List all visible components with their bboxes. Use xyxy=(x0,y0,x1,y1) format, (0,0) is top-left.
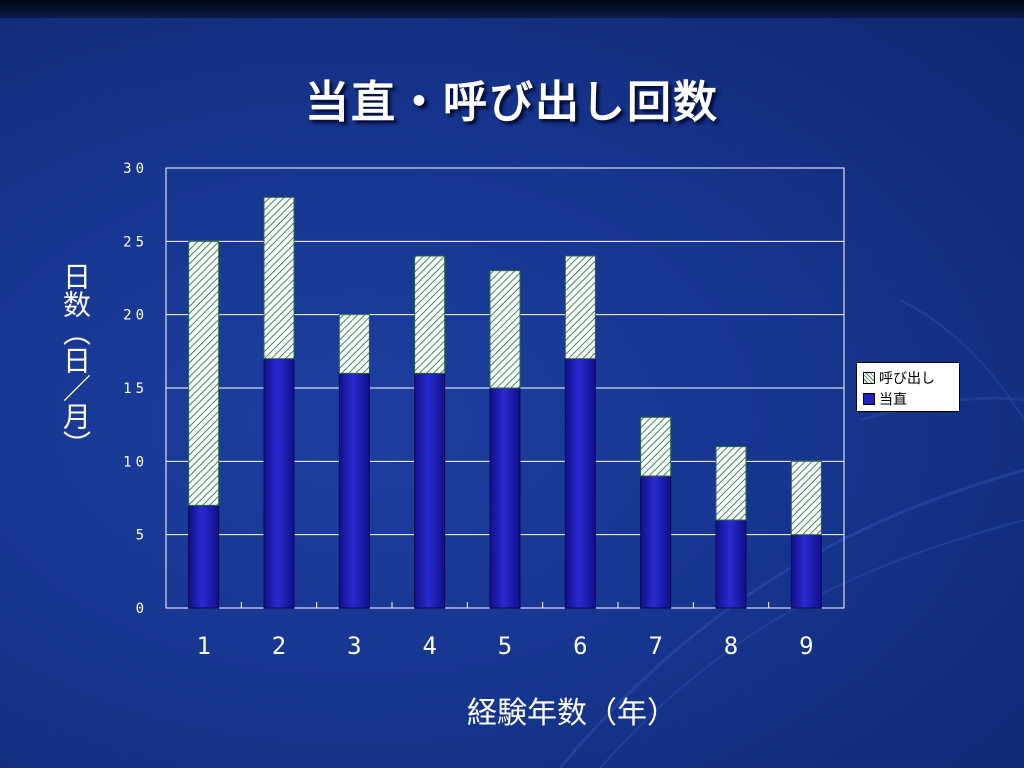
legend-swatch-tochoku xyxy=(863,392,875,405)
bar-yobidashi-7 xyxy=(640,416,672,477)
y-axis-label: 日数（日／月） xyxy=(59,262,92,458)
bar-yobidashi-6 xyxy=(564,255,596,360)
bar-tochoku-9 xyxy=(790,534,822,609)
legend-item-tochoku: 当直 xyxy=(863,388,953,409)
x-tick-label: 4 xyxy=(422,632,436,660)
bar-tochoku-6 xyxy=(564,358,596,609)
legend-swatch-yobidashi xyxy=(863,371,875,384)
legend-label-tochoku: 当直 xyxy=(879,391,907,408)
y-tick-label: 10 xyxy=(123,454,148,470)
bar-yobidashi-9 xyxy=(790,460,822,536)
y-tick-label: 0 xyxy=(136,601,148,617)
bar-tochoku-4 xyxy=(414,372,446,609)
top-band xyxy=(0,0,1024,18)
x-axis-label: 経験年数（年） xyxy=(467,696,677,731)
y-tick-label: 20 xyxy=(123,308,148,324)
bar-yobidashi-1 xyxy=(188,240,220,506)
bar-yobidashi-3 xyxy=(338,314,370,374)
bar-tochoku-2 xyxy=(263,358,295,609)
bar-tochoku-8 xyxy=(715,519,747,609)
x-tick-label: 8 xyxy=(724,632,738,660)
bar-yobidashi-2 xyxy=(263,196,295,360)
legend-label-yobidashi: 呼び出し xyxy=(879,370,935,387)
y-tick-label: 5 xyxy=(136,528,148,544)
bar-yobidashi-4 xyxy=(414,255,446,374)
slide-title: 当直・呼び出し回数 xyxy=(305,77,719,128)
x-tick-label: 7 xyxy=(648,632,662,660)
bar-tochoku-5 xyxy=(489,387,521,609)
y-tick-label: 15 xyxy=(123,381,148,397)
legend-item-yobidashi: 呼び出し xyxy=(863,367,953,388)
y-tick-label: 25 xyxy=(123,234,148,250)
legend: 呼び出し 当直 xyxy=(856,362,960,412)
x-tick-label: 3 xyxy=(347,632,361,660)
x-tick-label: 1 xyxy=(196,632,210,660)
bar-tochoku-1 xyxy=(188,504,220,609)
x-tick-label: 2 xyxy=(272,632,286,660)
x-tick-label: 5 xyxy=(498,632,512,660)
bar-tochoku-3 xyxy=(338,372,370,609)
y-tick-label: 30 xyxy=(123,161,148,177)
bar-yobidashi-5 xyxy=(489,270,521,389)
bar-tochoku-7 xyxy=(640,475,672,609)
x-tick-label: 9 xyxy=(799,632,813,660)
x-tick-label: 6 xyxy=(573,632,587,660)
bar-yobidashi-8 xyxy=(715,446,747,521)
